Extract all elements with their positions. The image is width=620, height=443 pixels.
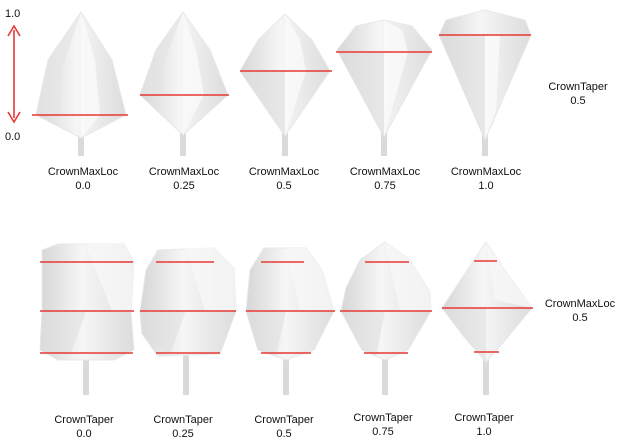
bottom-label-3: CrownTaper 0.5 xyxy=(244,413,324,441)
param-value: 0.5 xyxy=(276,428,292,440)
bottom-label-4: CrownTaper 0.75 xyxy=(343,411,423,439)
tree-top-2 xyxy=(139,11,229,156)
param-value: 0.0 xyxy=(75,180,91,192)
bottom-label-5: CrownTaper 1.0 xyxy=(444,411,524,439)
param-value: 0.75 xyxy=(372,426,394,438)
param-value: 0.25 xyxy=(172,428,194,440)
param-name: CrownMaxLoc xyxy=(148,166,220,178)
param-name: CrownMaxLoc xyxy=(47,166,119,178)
param-value: 0.25 xyxy=(173,180,195,192)
top-label-3: CrownMaxLoc 0.5 xyxy=(244,165,324,193)
param-name: CrownTaper xyxy=(254,414,314,426)
axis-top-label: 1.0 xyxy=(5,8,21,20)
tree-top-3 xyxy=(239,13,332,156)
bottom-label-1: CrownTaper 0.0 xyxy=(44,413,124,441)
param-name: CrownMaxLoc xyxy=(349,166,421,178)
tree-bottom-5 xyxy=(441,241,533,395)
tree-top-1 xyxy=(32,11,128,156)
param-value: 0.5 xyxy=(276,180,292,192)
side-param-name: CrownMaxLoc xyxy=(544,298,616,310)
height-axis-arrow xyxy=(7,24,21,124)
tree-bottom-2 xyxy=(139,247,237,395)
side-param-name: CrownTaper xyxy=(548,81,608,93)
top-label-5: CrownMaxLoc 1.0 xyxy=(446,165,526,193)
param-name: CrownTaper xyxy=(54,414,114,426)
top-label-1: CrownMaxLoc 0.0 xyxy=(43,165,123,193)
side-param-value: 0.5 xyxy=(570,95,586,107)
tree-bottom-4 xyxy=(340,241,432,395)
top-side-label: CrownTaper 0.5 xyxy=(538,80,618,108)
top-label-4: CrownMaxLoc 0.75 xyxy=(345,165,425,193)
param-name: CrownMaxLoc xyxy=(248,166,320,178)
bottom-side-label: CrownMaxLoc 0.5 xyxy=(540,297,620,325)
param-value: 1.0 xyxy=(476,426,492,438)
param-name: CrownTaper xyxy=(454,412,514,424)
bottom-label-2: CrownTaper 0.25 xyxy=(143,413,223,441)
tree-bottom-1 xyxy=(39,243,135,395)
tree-top-5 xyxy=(438,9,532,156)
axis-bottom-label: 0.0 xyxy=(5,131,21,143)
param-value: 0.75 xyxy=(374,180,396,192)
param-value: 0.0 xyxy=(76,428,92,440)
param-name: CrownTaper xyxy=(153,414,213,426)
tree-bottom-3 xyxy=(245,247,335,395)
tree-top-4 xyxy=(336,19,433,156)
param-value: 1.0 xyxy=(478,180,494,192)
top-label-2: CrownMaxLoc 0.25 xyxy=(144,165,224,193)
param-name: CrownTaper xyxy=(353,412,413,424)
side-param-value: 0.5 xyxy=(572,312,588,324)
param-name: CrownMaxLoc xyxy=(450,166,522,178)
